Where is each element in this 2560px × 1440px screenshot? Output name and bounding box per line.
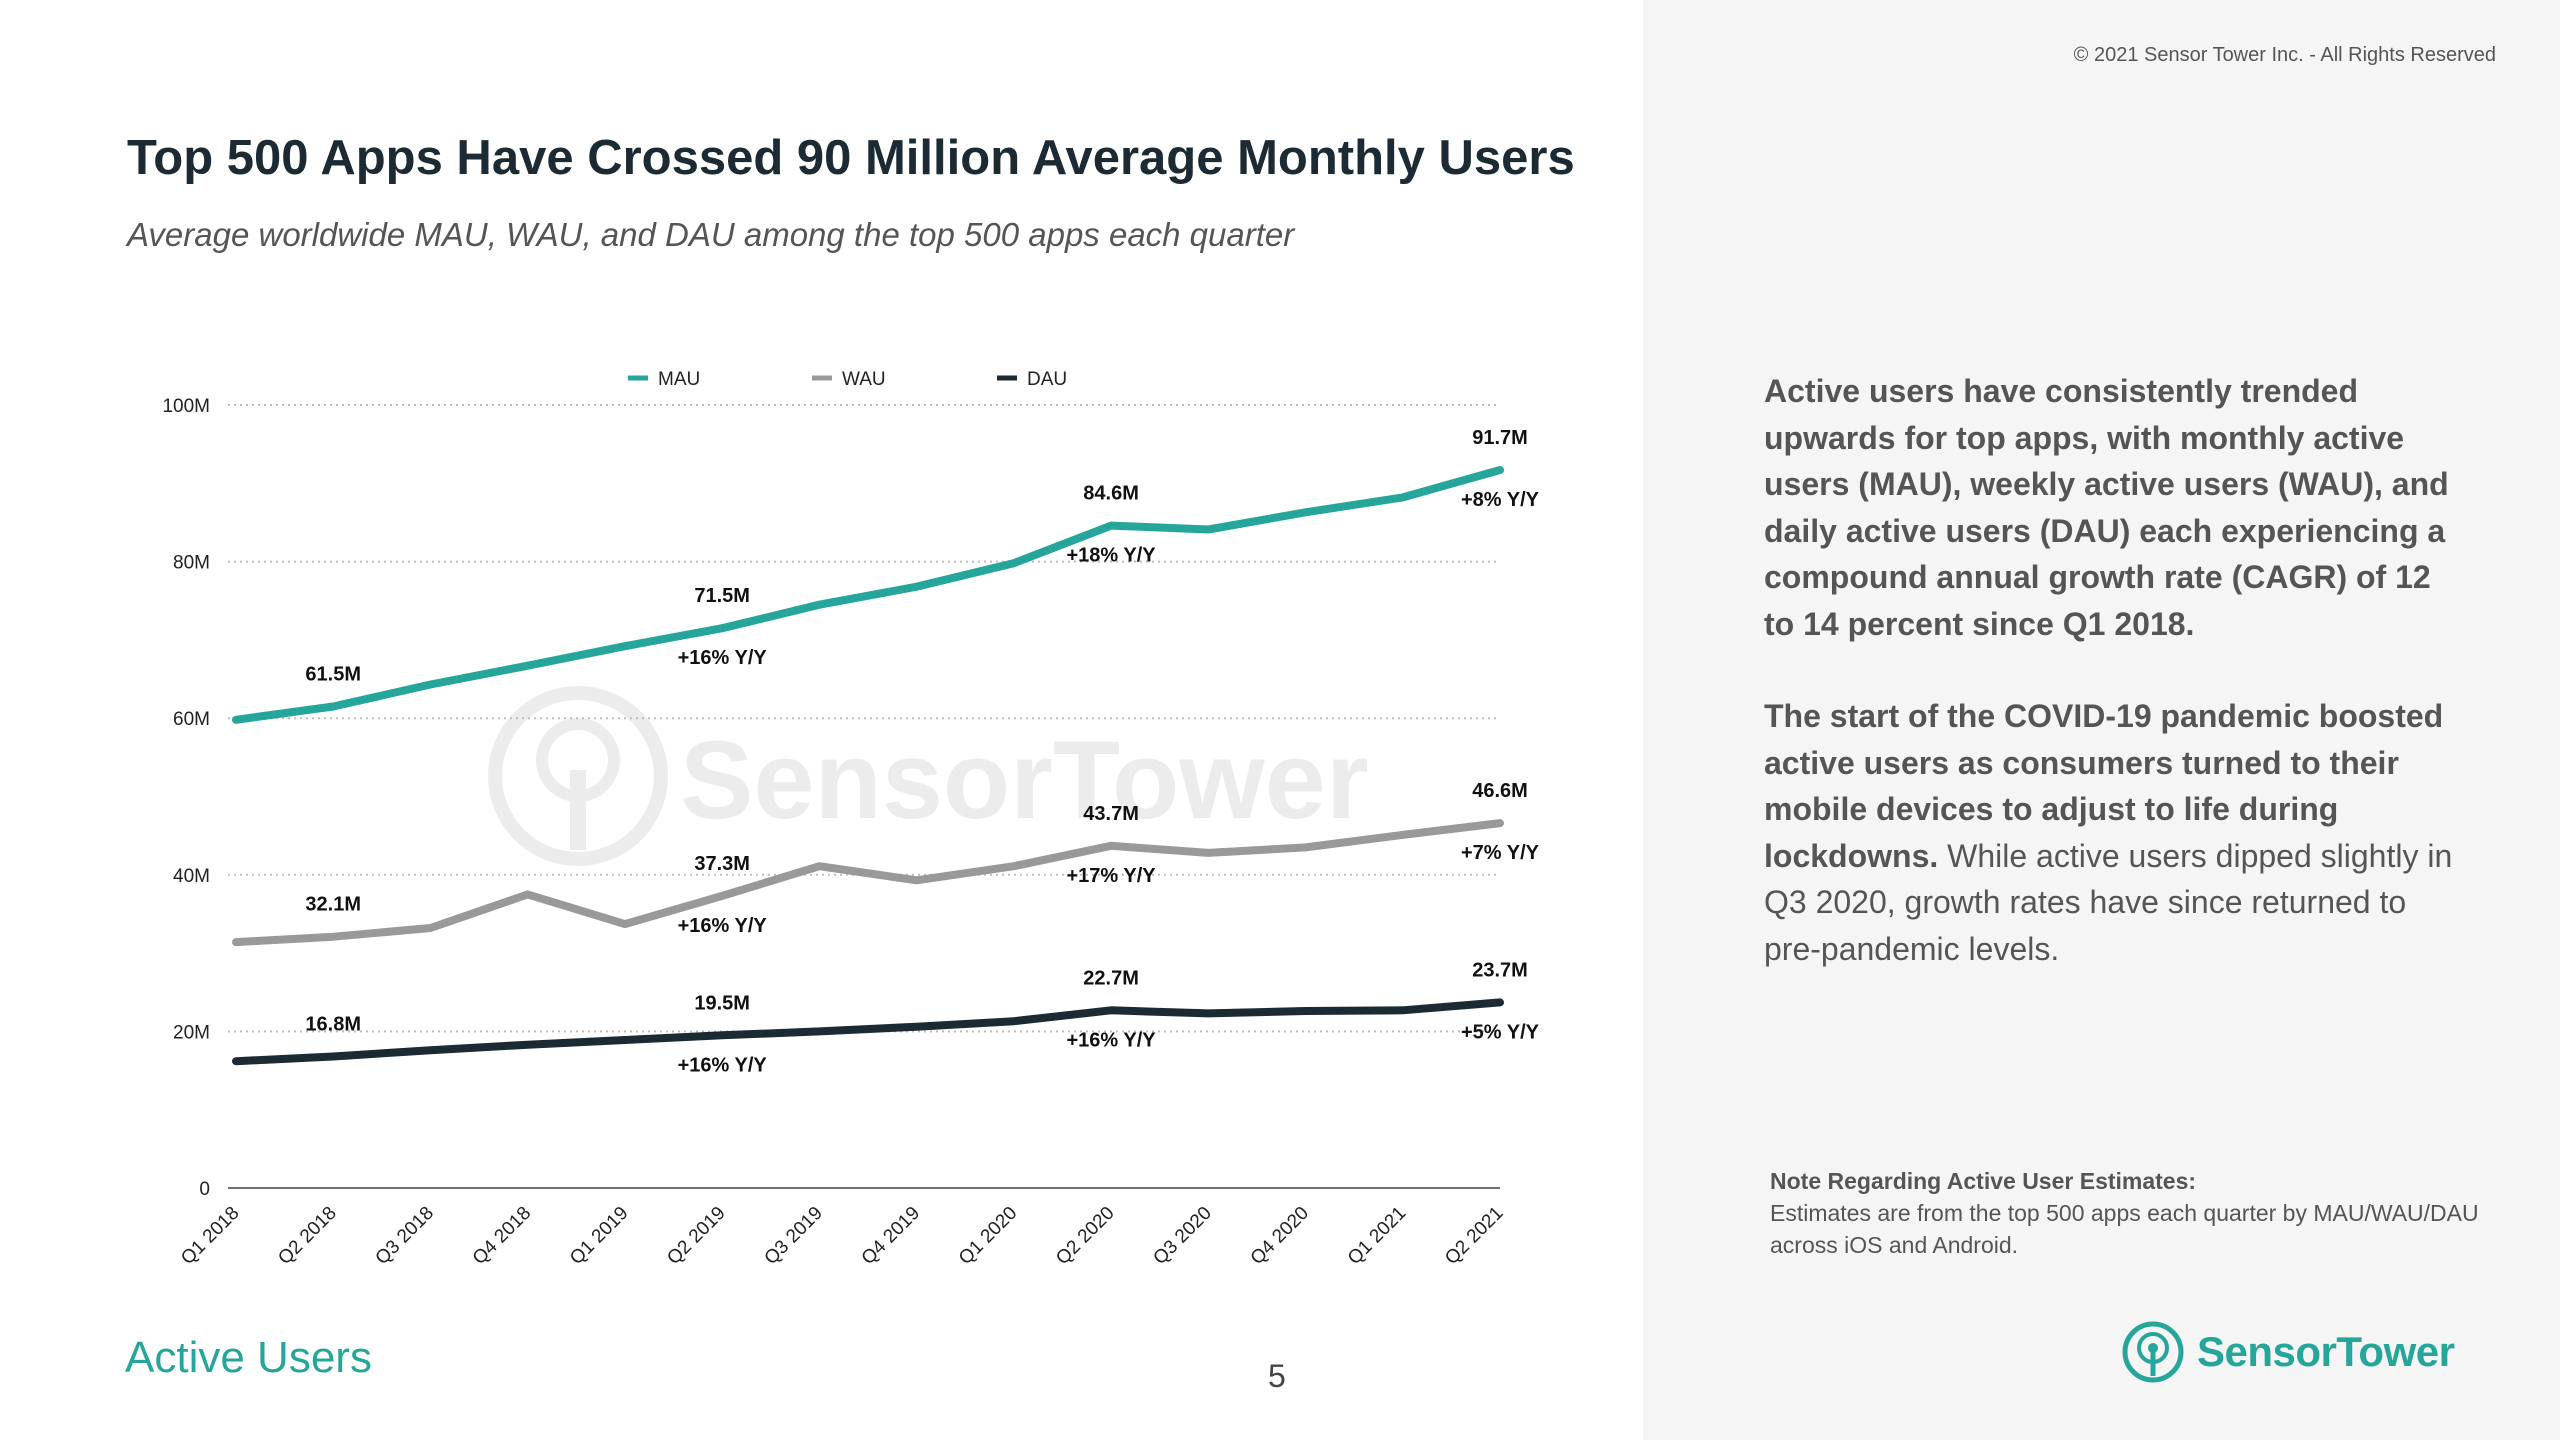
commentary-paragraph-2: The start of the COVID-19 pandemic boost… — [1764, 693, 2464, 972]
data-label-value: 46.6M — [1472, 780, 1528, 802]
data-label-growth: +18% Y/Y — [1067, 545, 1157, 567]
series-line-dau — [232, 998, 1504, 1066]
x-tick-label: Q3 2020 — [1149, 1203, 1215, 1269]
x-tick-label: Q1 2021 — [1344, 1203, 1410, 1269]
series-line-wau — [232, 819, 1504, 947]
y-tick-label: 0 — [199, 1179, 210, 1200]
slide-main: Top 500 Apps Have Crossed 90 Million Ave… — [125, 131, 1575, 1394]
y-tick-label: 20M — [173, 1022, 210, 1043]
data-label-growth: +17% Y/Y — [1067, 865, 1157, 887]
commentary-paragraph-1: Active users have consistently trended u… — [1764, 373, 2449, 642]
page-subtitle: Average worldwide MAU, WAU, and DAU amon… — [127, 216, 1295, 253]
data-label-growth: +5% Y/Y — [1461, 1021, 1540, 1043]
copyright-notice: © 2021 Sensor Tower Inc. - All Rights Re… — [2073, 44, 2496, 66]
data-label-value: 43.7M — [1083, 803, 1139, 825]
x-tick-label: Q1 2020 — [955, 1203, 1021, 1269]
x-tick-label: Q3 2019 — [761, 1203, 827, 1269]
x-tick-label: Q1 2018 — [177, 1203, 243, 1269]
commentary-rest: While active users dipped slightly in Q3… — [1764, 837, 2453, 967]
line-chart: SensorTower 0 20M 40M 60M 80M 100M Q1 2018 Q2 … — [162, 369, 1539, 1269]
logo-text: SensorTower — [2197, 1328, 2455, 1375]
watermark-stem — [570, 770, 586, 850]
sensortower-logo: SensorTower — [2121, 1320, 2455, 1384]
y-axis: 0 20M 40M 60M 80M 100M — [162, 396, 210, 1200]
watermark-circle — [488, 686, 668, 866]
commentary-highlight: The start of the COVID-19 pandemic boost… — [1764, 698, 2444, 874]
y-tick-label: 100M — [162, 396, 210, 417]
note-title: Note Regarding Active User Estimates: — [1770, 1168, 2197, 1194]
x-tick-label: Q3 2018 — [372, 1203, 438, 1269]
x-tick-label: Q4 2018 — [469, 1203, 535, 1269]
side-panel: © 2021 Sensor Tower Inc. - All Rights Re… — [1643, 0, 2560, 1440]
data-label-growth: +8% Y/Y — [1461, 489, 1540, 511]
section-label: Active Users — [125, 1333, 372, 1382]
estimate-note: Note Regarding Active User Estimates: Es… — [1770, 1165, 2490, 1261]
chart-data-labels: 61.5M 71.5M +16% Y/Y 84.6M +18% Y/Y 91.7M +8% … — [305, 427, 1539, 1076]
data-label-value: 16.8M — [305, 1013, 361, 1035]
x-tick-label: Q2 2021 — [1441, 1203, 1507, 1269]
y-tick-label: 40M — [173, 866, 210, 887]
data-label-value: 37.3M — [694, 853, 750, 875]
x-tick-label: Q2 2019 — [663, 1203, 729, 1269]
data-label-value: 61.5M — [305, 663, 361, 685]
legend-label-mau: MAU — [658, 369, 700, 390]
x-tick-label: Q4 2020 — [1247, 1203, 1313, 1269]
data-label-value: 22.7M — [1083, 967, 1139, 989]
y-tick-label: 60M — [173, 709, 210, 730]
legend-label-wau: WAU — [842, 369, 886, 390]
x-tick-label: Q1 2019 — [566, 1203, 632, 1269]
x-tick-label: Q2 2020 — [1052, 1203, 1118, 1269]
x-tick-label: Q4 2019 — [858, 1203, 924, 1269]
data-label-value: 91.7M — [1472, 427, 1528, 449]
page-title: Top 500 Apps Have Crossed 90 Million Ave… — [127, 131, 1575, 185]
watermark-text: SensorTower — [680, 719, 1369, 842]
data-label-value: 23.7M — [1472, 959, 1528, 981]
page-number: 5 — [1268, 1358, 1286, 1394]
data-label-growth: +16% Y/Y — [678, 915, 768, 937]
chart-series — [232, 466, 1504, 1066]
sensortower-watermark: SensorTower — [488, 686, 1369, 866]
chart-legend: MAU WAU DAU — [628, 369, 1067, 390]
data-label-growth: +7% Y/Y — [1461, 842, 1540, 864]
data-label-value: 19.5M — [694, 992, 750, 1014]
data-label-value: 84.6M — [1083, 483, 1139, 505]
x-axis: Q1 2018 Q2 2018 Q3 2018 Q4 2018 Q1 2019 Q2 20… — [177, 1203, 1507, 1269]
data-label-growth: +16% Y/Y — [1067, 1029, 1157, 1051]
sensortower-logo-icon — [2122, 1321, 2184, 1383]
y-tick-label: 80M — [173, 553, 210, 574]
note-body: Estimates are from the top 500 apps each… — [1770, 1200, 2479, 1258]
x-tick-label: Q2 2018 — [274, 1203, 340, 1269]
data-label-value: 32.1M — [305, 894, 361, 916]
data-label-growth: +16% Y/Y — [678, 647, 768, 669]
commentary: Active users have consistently trended u… — [1764, 368, 2464, 1018]
data-label-growth: +16% Y/Y — [678, 1054, 768, 1076]
legend-label-dau: DAU — [1027, 369, 1067, 390]
series-line-mau — [232, 466, 1504, 724]
data-label-value: 71.5M — [694, 585, 750, 607]
